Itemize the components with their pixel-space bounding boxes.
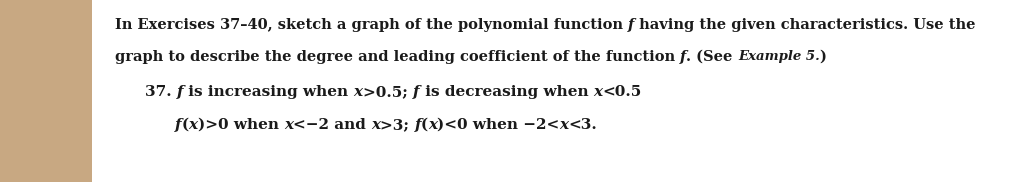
Text: f: f	[680, 50, 686, 64]
Text: x: x	[428, 118, 437, 132]
Text: )<0 when −2<: )<0 when −2<	[437, 118, 560, 132]
Text: <3.: <3.	[568, 118, 597, 132]
Text: is decreasing when: is decreasing when	[420, 85, 593, 99]
Text: f: f	[177, 85, 183, 99]
Text: x: x	[593, 85, 602, 99]
Text: <−2 and: <−2 and	[293, 118, 372, 132]
Text: >0.5;: >0.5;	[362, 85, 413, 99]
Text: x: x	[560, 118, 568, 132]
Text: x: x	[188, 118, 198, 132]
Text: . (See: . (See	[686, 50, 738, 64]
Text: f: f	[175, 118, 181, 132]
Text: 37.: 37.	[145, 85, 177, 99]
Text: (: (	[421, 118, 428, 132]
Text: Example 5.: Example 5.	[738, 50, 820, 63]
Text: f: f	[415, 118, 421, 132]
Text: f: f	[628, 18, 635, 32]
Text: >3;: >3;	[380, 118, 415, 132]
Text: f: f	[413, 85, 420, 99]
Text: <0.5: <0.5	[602, 85, 642, 99]
Text: ): )	[820, 50, 826, 64]
Text: x: x	[372, 118, 380, 132]
Text: In Exercises 37–40, sketch a graph of the polynomial function: In Exercises 37–40, sketch a graph of th…	[115, 18, 628, 32]
Text: x: x	[353, 85, 362, 99]
Text: x: x	[284, 118, 293, 132]
Text: (: (	[181, 118, 188, 132]
Text: graph to describe the degree and leading coefficient of the function: graph to describe the degree and leading…	[115, 50, 680, 64]
Text: having the given characteristics. Use the: having the given characteristics. Use th…	[635, 18, 976, 32]
Text: is increasing when: is increasing when	[183, 85, 353, 99]
Text: )>0 when: )>0 when	[198, 118, 284, 132]
